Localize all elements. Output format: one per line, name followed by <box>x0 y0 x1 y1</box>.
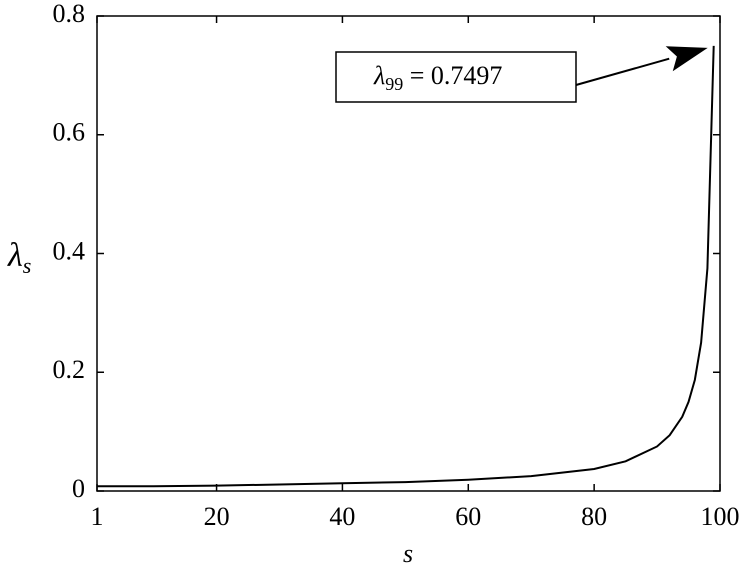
y-label-subscript: s <box>23 253 32 278</box>
x-tick-label: 100 <box>701 502 740 531</box>
y-tick-label: 0.4 <box>53 236 86 265</box>
annotation-arrow <box>575 57 670 86</box>
annotation-box <box>335 51 577 103</box>
x-tick-label: 80 <box>581 502 607 531</box>
annotation-subscript: 99 <box>385 74 403 94</box>
y-tick-label: 0.6 <box>53 118 86 147</box>
x-axis-label: s <box>403 539 413 568</box>
y-axis-label: λs <box>7 237 31 278</box>
y-tick-label: 0 <box>72 474 85 503</box>
x-tick-label: 1 <box>91 502 104 531</box>
annotation-symbol: λ <box>373 61 385 90</box>
y-tick-label: 0.8 <box>53 0 86 28</box>
annotation-value: = 0.7497 <box>403 61 502 90</box>
x-tick-label: 40 <box>329 502 355 531</box>
data-line <box>97 45 715 488</box>
x-tick-label: 20 <box>204 502 230 531</box>
annotation-text: λ99 = 0.7497 <box>373 61 502 94</box>
y-tick-label: 0.2 <box>53 355 86 384</box>
annotation-arrowhead <box>665 46 708 72</box>
y-label-symbol: λ <box>7 237 23 274</box>
x-tick-label: 60 <box>455 502 481 531</box>
